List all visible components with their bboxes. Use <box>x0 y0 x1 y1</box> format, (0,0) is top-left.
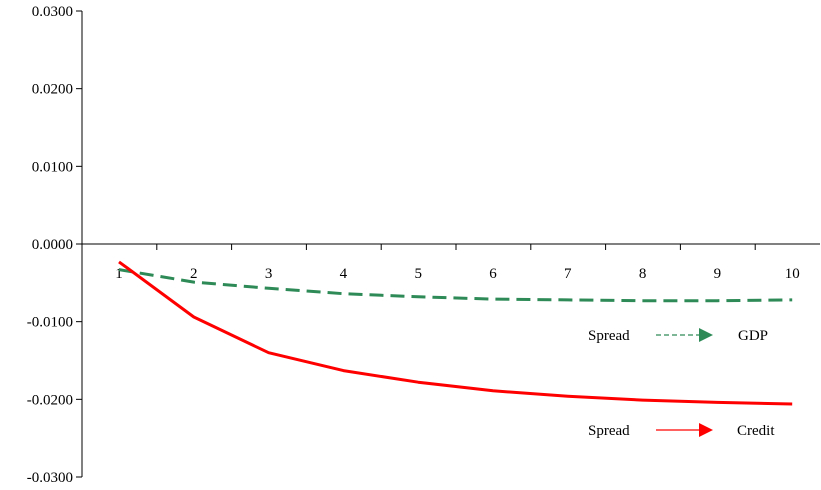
y-tick-label: 0.0300 <box>32 4 73 20</box>
series-layer <box>118 260 793 406</box>
legend-arrow-head <box>699 328 713 342</box>
x-tick-label: 2 <box>190 266 198 282</box>
x-tick-label: 7 <box>564 266 572 282</box>
x-tick-label: 10 <box>785 266 800 282</box>
legend-arrow-head <box>699 423 713 437</box>
y-tick-label: 0.0100 <box>32 159 73 175</box>
legend-to-label: GDP <box>738 328 768 344</box>
y-tick-label: -0.0100 <box>27 315 73 331</box>
legend-from-label: Spread <box>588 328 630 344</box>
y-tick-label: -0.0300 <box>27 470 73 486</box>
x-tick-label: 6 <box>489 266 497 282</box>
x-tick-label: 4 <box>340 266 348 282</box>
x-tick-label: 5 <box>414 266 422 282</box>
x-tick-label: 9 <box>714 266 722 282</box>
y-tick-label: 0.0000 <box>32 237 73 253</box>
x-tick-label: 1 <box>115 266 123 282</box>
legend-from-label: Spread <box>588 423 630 439</box>
x-axis: 1 2 3 4 5 6 7 8 9 10 <box>81 243 820 282</box>
y-axis: 0.0300 0.0200 0.0100 0.0000 -0.0100 -0.0200 -0… <box>27 4 83 486</box>
legend: Spread GDP Spread Credit <box>588 328 775 439</box>
x-tick-label: 8 <box>639 266 647 282</box>
series-line-spread-credit <box>118 260 793 406</box>
x-tick-label: 3 <box>265 266 273 282</box>
series-line-spread-gdp <box>118 268 793 303</box>
y-tick-label: 0.0200 <box>32 82 73 98</box>
legend-to-label: Credit <box>737 423 775 439</box>
y-tick-label: -0.0200 <box>27 392 73 408</box>
legend-item: Spread GDP <box>588 328 768 344</box>
legend-item: Spread Credit <box>588 423 775 439</box>
